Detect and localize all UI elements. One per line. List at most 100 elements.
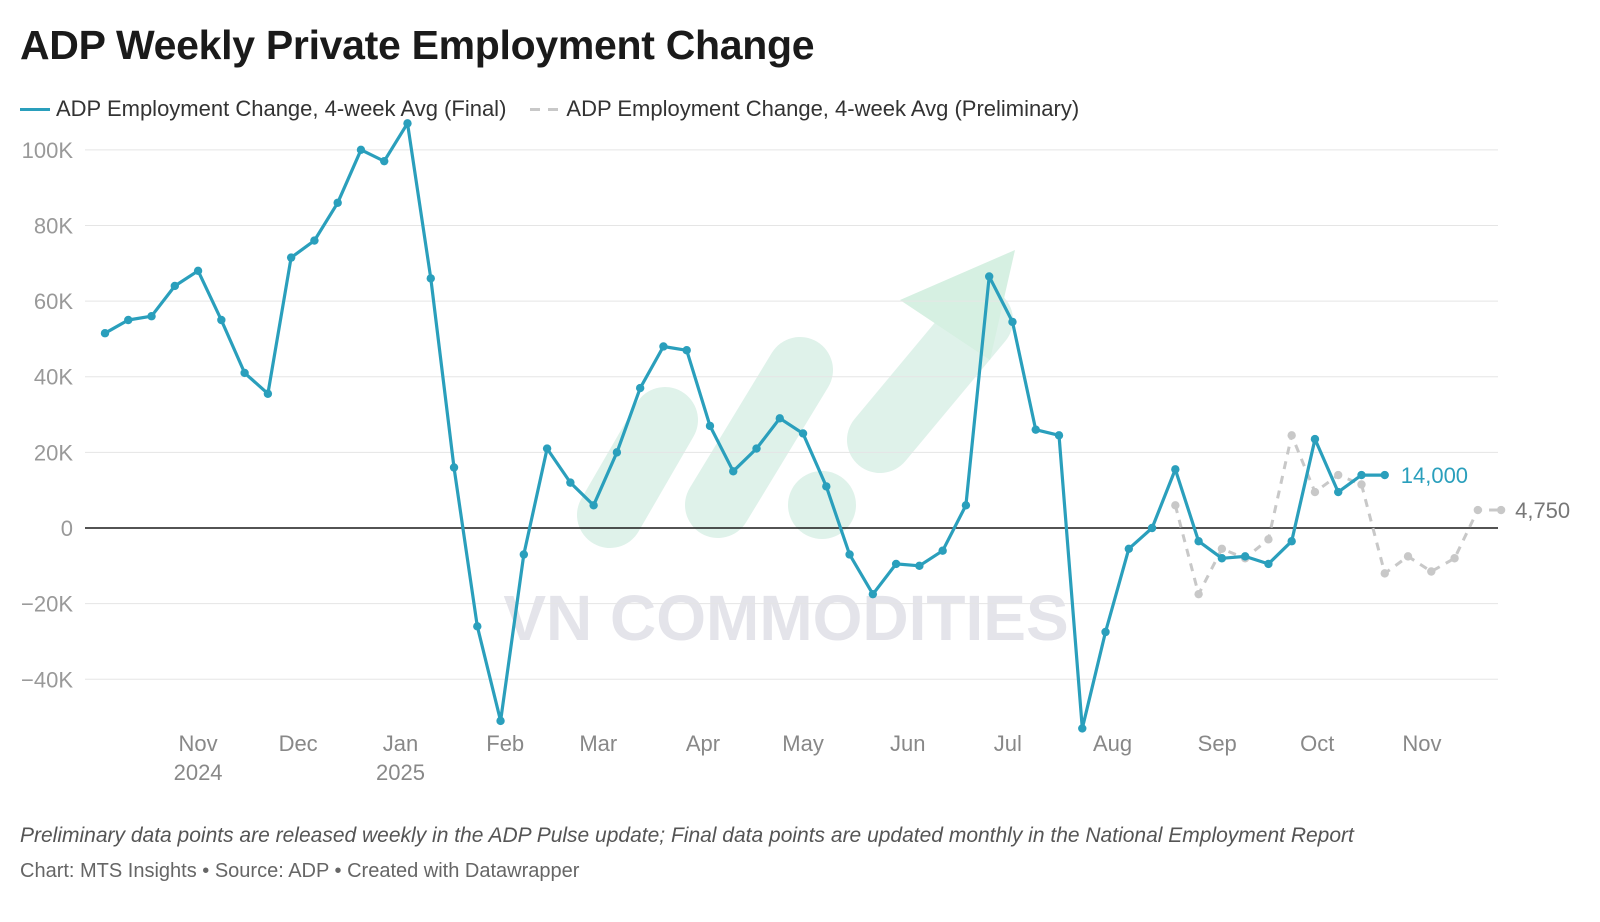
x-tick-label: Apr	[686, 731, 720, 756]
final-point	[1147, 523, 1157, 533]
final-point	[984, 272, 994, 281]
preliminary-point	[1171, 501, 1180, 510]
x-tick-label: Dec	[279, 731, 318, 756]
preliminary-point	[1496, 505, 1506, 515]
final-point	[286, 253, 296, 262]
final-point	[891, 559, 901, 569]
final-point	[1054, 431, 1064, 440]
legend-label-preliminary: ADP Employment Change, 4-week Avg (Preli…	[566, 96, 1080, 121]
final-point	[380, 156, 389, 166]
preliminary-point	[1427, 567, 1436, 576]
final-point	[217, 315, 226, 325]
x-axis: Nov 2024 Dec Jan 2025 Feb Mar Apr May Jun Jul Aug Se…	[174, 731, 1442, 785]
final-point	[496, 716, 505, 726]
chart-title: ADP Weekly Private Employment Change	[20, 22, 815, 68]
preliminary-point	[1473, 505, 1483, 515]
preliminary-point	[1380, 569, 1389, 578]
x-tick-label: Aug	[1093, 731, 1132, 756]
footer-credit: Chart: MTS Insights • Source: ADP • Crea…	[20, 860, 580, 882]
final-point	[659, 342, 668, 351]
x-tick-label: Jul	[994, 731, 1022, 756]
end-labels: 14,000 4,750	[1401, 463, 1570, 523]
final-point	[310, 236, 319, 245]
final-point	[100, 329, 110, 338]
preliminary-point	[1217, 544, 1227, 553]
preliminary-end-label: 4,750	[1515, 498, 1570, 523]
final-point	[356, 145, 366, 155]
footer-note: Preliminary data points are released wee…	[20, 824, 1354, 847]
watermark-text: VN COMMODITIES	[503, 582, 1068, 654]
final-end-label: 14,000	[1401, 463, 1468, 488]
y-tick-label: 80K	[34, 213, 73, 238]
final-point	[1264, 559, 1273, 569]
final-point	[1287, 537, 1296, 546]
final-point	[566, 478, 575, 487]
x-tick-label: Oct	[1300, 731, 1334, 756]
final-point	[542, 444, 552, 453]
series-preliminary	[1171, 431, 1506, 599]
y-tick-label: 20K	[34, 440, 73, 465]
y-tick-label: −40K	[21, 667, 73, 692]
final-point	[426, 274, 435, 283]
legend-item-preliminary[interactable]: ADP Employment Change, 4-week Avg (Preli…	[530, 96, 1079, 122]
final-point	[822, 482, 831, 491]
final-point	[612, 448, 622, 457]
final-point	[333, 198, 342, 207]
legend-label-final: ADP Employment Change, 4-week Avg (Final…	[56, 96, 507, 121]
final-point	[403, 119, 412, 128]
final-point	[1031, 425, 1040, 434]
x-tick-label: Nov	[179, 731, 218, 756]
final-point	[798, 429, 808, 438]
final-point	[589, 501, 598, 510]
x-tick-label: Jun	[890, 731, 925, 756]
x-tick-year-label: 2025	[376, 760, 425, 785]
watermark-shape	[685, 337, 833, 538]
final-point	[473, 622, 482, 631]
final-point	[1310, 434, 1320, 444]
x-tick-label: Mar	[579, 731, 617, 756]
final-point	[193, 266, 203, 276]
final-point	[705, 421, 715, 431]
x-tick-label: Feb	[486, 731, 524, 756]
y-tick-label: −20K	[21, 592, 73, 617]
final-point	[1171, 465, 1180, 474]
final-point	[868, 589, 878, 599]
x-tick-label: Nov	[1402, 731, 1441, 756]
final-point	[124, 315, 133, 325]
preliminary-point	[1310, 487, 1320, 497]
preliminary-point	[1334, 470, 1343, 480]
final-point	[1217, 554, 1227, 563]
final-line	[104, 121, 1385, 731]
final-point	[170, 281, 180, 291]
final-point	[729, 467, 738, 476]
final-point	[938, 546, 947, 555]
final-point	[519, 550, 529, 559]
preliminary-point	[1403, 552, 1413, 561]
x-tick-year-label: 2024	[174, 760, 223, 785]
legend-swatch-preliminary	[530, 107, 561, 111]
y-tick-label: 60K	[34, 289, 73, 314]
x-tick-label: Jan	[383, 731, 418, 756]
final-point	[449, 463, 459, 472]
final-point	[845, 550, 854, 559]
final-point	[263, 389, 273, 398]
x-tick-label: Sep	[1198, 731, 1237, 756]
final-point	[147, 312, 156, 321]
final-point	[240, 368, 249, 378]
final-point	[775, 414, 784, 423]
final-point	[1008, 317, 1017, 327]
series-final	[100, 119, 1389, 733]
watermark-shape	[577, 387, 698, 548]
preliminary-point	[1287, 431, 1296, 440]
final-point	[1240, 552, 1250, 561]
final-point	[1078, 724, 1087, 733]
legend-item-final[interactable]: ADP Employment Change, 4-week Avg (Final…	[20, 96, 506, 122]
final-point	[1194, 537, 1203, 546]
final-point	[1357, 470, 1366, 480]
x-tick-label: May	[782, 731, 824, 756]
preliminary-point	[1264, 535, 1273, 544]
legend: ADP Employment Change, 4-week Avg (Final…	[20, 96, 1103, 122]
watermark-dot	[788, 471, 856, 539]
grid-lines	[85, 149, 1498, 680]
